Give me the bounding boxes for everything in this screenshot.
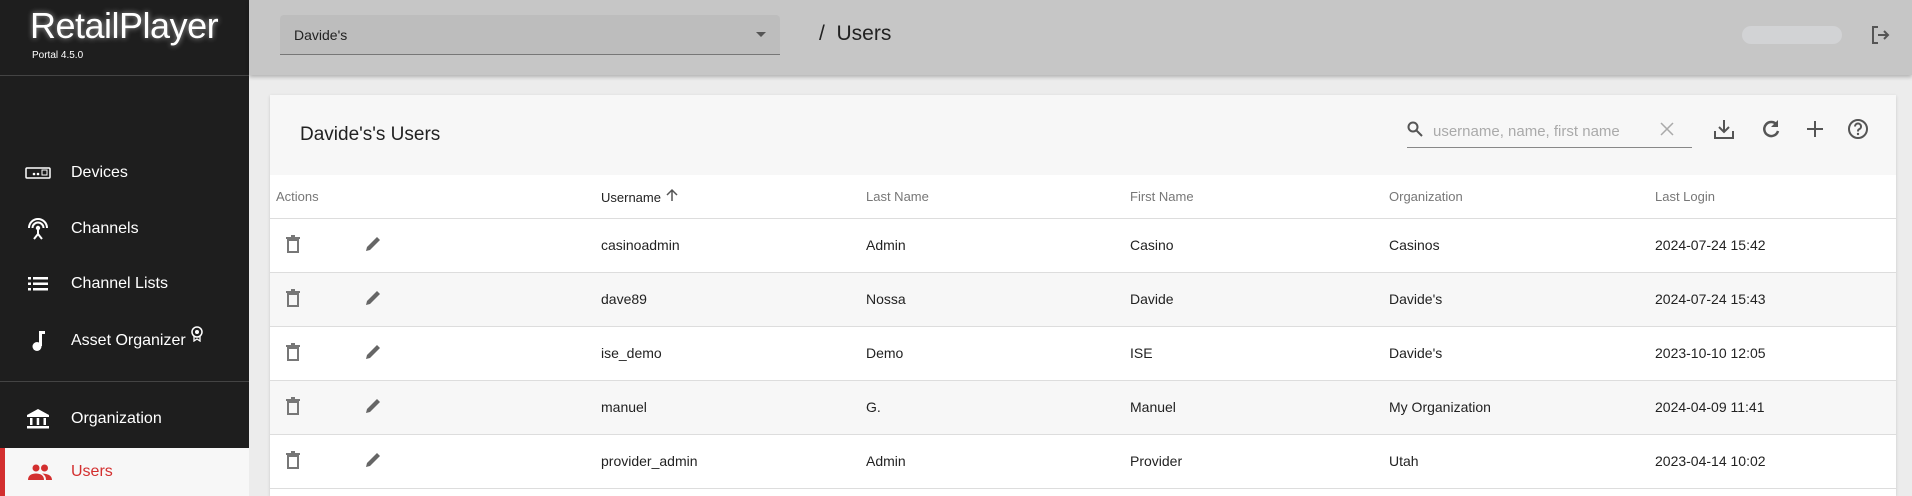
cell-first-name: Manuel bbox=[1130, 380, 1389, 435]
cell-last-name: Demo bbox=[866, 326, 1130, 381]
list-icon bbox=[0, 277, 71, 291]
column-header-actions: Actions bbox=[270, 175, 601, 219]
people-icon bbox=[5, 464, 71, 480]
delete-icon[interactable] bbox=[270, 272, 358, 327]
chevron-down-icon bbox=[756, 32, 766, 37]
cell-last-login: 2024-07-24 15:42 bbox=[1655, 218, 1896, 273]
search-icon bbox=[1407, 121, 1423, 142]
sidebar-item-label: Channels bbox=[71, 220, 139, 237]
cell-organization: Davide's bbox=[1389, 272, 1655, 327]
column-header-username[interactable]: Username bbox=[601, 175, 866, 219]
antenna-icon bbox=[0, 218, 71, 240]
cell-organization: Casinos bbox=[1389, 218, 1655, 273]
column-header-first-name[interactable]: First Name bbox=[1130, 175, 1389, 219]
divider bbox=[0, 75, 249, 76]
user-placeholder bbox=[1742, 26, 1842, 44]
table-row[interactable]: ise_demo Demo ISE Davide's 2023-10-10 12:05 bbox=[270, 326, 1896, 381]
cell-last-name: Nossa bbox=[866, 272, 1130, 327]
edit-icon[interactable] bbox=[358, 326, 601, 381]
cell-last-name: G. bbox=[866, 380, 1130, 435]
cell-username: ise_demo bbox=[601, 326, 866, 381]
sidebar-item-label: Asset Organizer bbox=[71, 332, 186, 349]
cell-last-name: Admin bbox=[866, 434, 1130, 489]
cell-username: provider_admin bbox=[601, 434, 866, 489]
bank-icon bbox=[0, 409, 71, 429]
cell-last-login: 2024-07-24 15:43 bbox=[1655, 272, 1896, 327]
logout-icon[interactable] bbox=[1870, 25, 1890, 50]
divider bbox=[0, 381, 249, 382]
cell-first-name: Provider bbox=[1130, 434, 1389, 489]
users-card: Davide's's Users username, name, first n… bbox=[270, 95, 1896, 496]
edit-icon[interactable] bbox=[358, 380, 601, 435]
clear-icon[interactable] bbox=[1660, 121, 1674, 141]
award-icon bbox=[190, 325, 203, 347]
card-title: Davide's's Users bbox=[300, 124, 441, 145]
cell-first-name: ISE bbox=[1130, 326, 1389, 381]
sidebar-item-channels[interactable]: Channels bbox=[0, 205, 249, 253]
sidebar-item-label: Channel Lists bbox=[71, 275, 168, 292]
delete-icon[interactable] bbox=[270, 218, 358, 273]
column-header-last-login[interactable]: Last Login bbox=[1655, 175, 1896, 219]
cell-username: dave89 bbox=[601, 272, 866, 327]
help-icon[interactable] bbox=[1847, 118, 1869, 145]
breadcrumb: / Users bbox=[819, 22, 892, 45]
arrow-up-icon bbox=[665, 188, 679, 205]
cell-last-login: 2024-04-09 11:41 bbox=[1655, 380, 1896, 435]
music-note-icon bbox=[0, 331, 71, 351]
users-table: Actions Username Last Name First Name Or… bbox=[270, 175, 1896, 489]
edit-icon[interactable] bbox=[358, 218, 601, 273]
table-row[interactable]: casinoadmin Admin Casino Casinos 2024-07-24 … bbox=[270, 218, 1896, 273]
column-header-last-name[interactable]: Last Name bbox=[866, 175, 1130, 219]
sidebar-item-label: Users bbox=[71, 463, 113, 480]
device-icon bbox=[0, 167, 71, 179]
add-icon[interactable] bbox=[1804, 118, 1826, 145]
version-label: Portal 4.5.0 bbox=[32, 50, 84, 61]
cell-username: manuel bbox=[601, 380, 866, 435]
column-header-organization[interactable]: Organization bbox=[1389, 175, 1655, 219]
refresh-icon[interactable] bbox=[1760, 118, 1782, 145]
search-placeholder: username, name, first name bbox=[1433, 122, 1620, 140]
cell-organization: Utah bbox=[1389, 434, 1655, 489]
cell-organization: Davide's bbox=[1389, 326, 1655, 381]
cell-first-name: Davide bbox=[1130, 272, 1389, 327]
edit-icon[interactable] bbox=[358, 434, 601, 489]
delete-icon[interactable] bbox=[270, 434, 358, 489]
delete-icon[interactable] bbox=[270, 326, 358, 381]
cell-last-name: Admin bbox=[866, 218, 1130, 273]
cell-last-login: 2023-10-10 12:05 bbox=[1655, 326, 1896, 381]
search-input[interactable]: username, name, first name bbox=[1407, 115, 1692, 148]
sidebar: RetailPlayer Portal 4.5.0 Devices Channe… bbox=[0, 0, 249, 496]
cell-last-login: 2023-04-14 10:02 bbox=[1655, 434, 1896, 489]
cell-username: casinoadmin bbox=[601, 218, 866, 273]
sidebar-item-devices[interactable]: Devices bbox=[0, 149, 249, 197]
sidebar-item-asset-organizer[interactable]: Asset Organizer bbox=[0, 317, 249, 365]
column-label: Username bbox=[601, 189, 661, 205]
sidebar-item-organization[interactable]: Organization bbox=[0, 395, 249, 443]
table-row[interactable]: manuel G. Manuel My Organization 2024-04-09 … bbox=[270, 380, 1896, 435]
brand-logo: RetailPlayer bbox=[30, 5, 219, 46]
download-icon[interactable] bbox=[1713, 118, 1735, 145]
delete-icon[interactable] bbox=[270, 380, 358, 435]
top-header: Davide's / Users bbox=[249, 0, 1912, 75]
cell-organization: My Organization bbox=[1389, 380, 1655, 435]
organization-select-value: Davide's bbox=[294, 27, 348, 43]
sidebar-item-users[interactable]: Users bbox=[0, 448, 249, 496]
table-row[interactable]: dave89 Nossa Davide Davide's 2024-07-24 15:4… bbox=[270, 272, 1896, 327]
edit-icon[interactable] bbox=[358, 272, 601, 327]
sidebar-item-label: Organization bbox=[71, 410, 162, 427]
organization-select[interactable]: Davide's bbox=[280, 15, 780, 55]
table-row[interactable]: provider_admin Admin Provider Utah 2023-04-1… bbox=[270, 434, 1896, 489]
cell-first-name: Casino bbox=[1130, 218, 1389, 273]
sidebar-item-label: Devices bbox=[71, 164, 128, 181]
sidebar-item-channel-lists[interactable]: Channel Lists bbox=[0, 260, 249, 308]
